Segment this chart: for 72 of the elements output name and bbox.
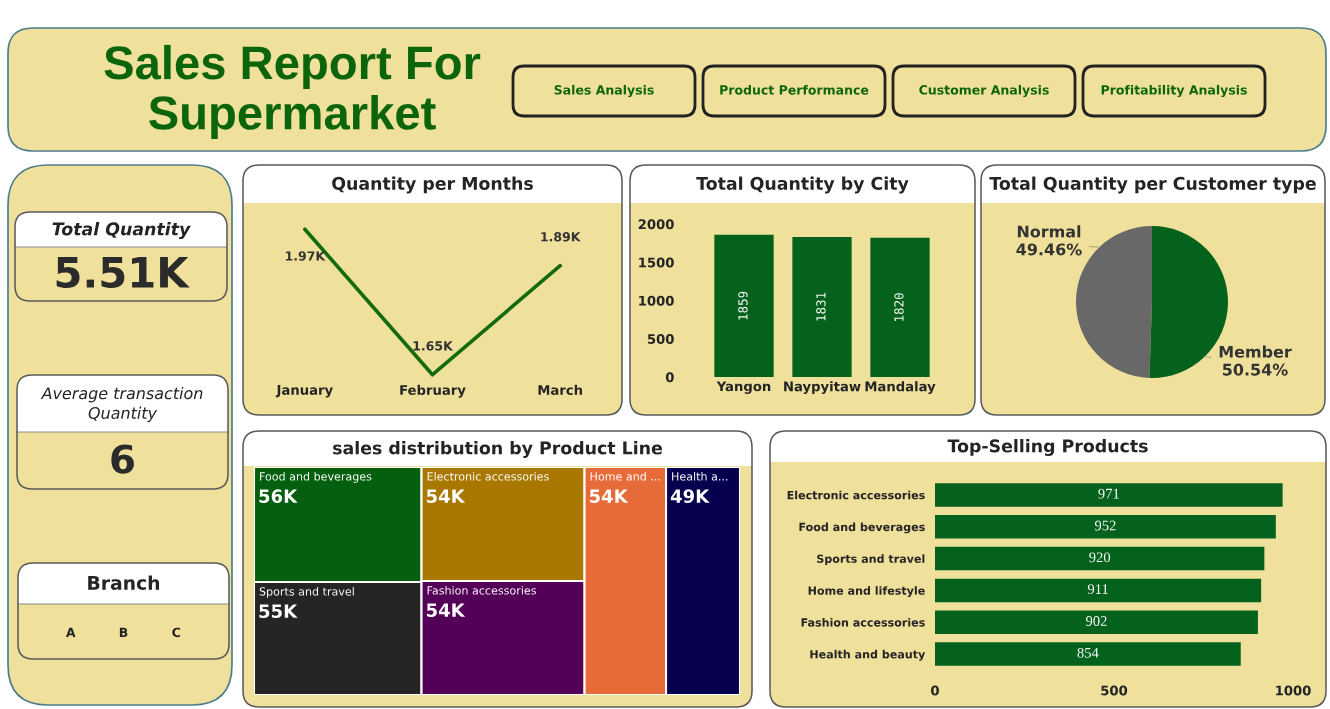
data-label: 54K bbox=[426, 603, 466, 617]
x-tick-label: Yangon bbox=[716, 381, 771, 394]
data-label: 54K bbox=[426, 489, 466, 503]
data-label: 50.54% bbox=[1222, 363, 1288, 376]
data-label: 902 bbox=[1085, 616, 1107, 626]
category-label: B bbox=[119, 627, 128, 637]
x-tick-label: January bbox=[275, 385, 333, 398]
category-label: Electronic accessories bbox=[427, 472, 549, 481]
category-label: A bbox=[65, 627, 76, 637]
y-tick-label: Health and beauty bbox=[810, 649, 926, 661]
text: Product Performance bbox=[720, 84, 869, 95]
text: Average transaction Quantity bbox=[40, 386, 203, 423]
text: Branch bbox=[88, 575, 160, 590]
chart-title: Top-Selling Products bbox=[947, 439, 1148, 456]
y-tick-label: Food and beverages bbox=[799, 522, 925, 534]
category-label: C bbox=[172, 627, 181, 638]
text: Sales Report For Supermarket bbox=[104, 44, 481, 140]
y-tick-label: 1500 bbox=[639, 257, 674, 268]
bar bbox=[935, 483, 1283, 507]
text: Profitability Analysis bbox=[1101, 84, 1247, 98]
slice-label: Normal bbox=[1017, 225, 1081, 238]
text: 5.51K bbox=[56, 257, 190, 289]
text: Total Quantity bbox=[52, 222, 191, 239]
y-tick-label: Fashion accessories bbox=[801, 618, 925, 627]
x-tick-label: February bbox=[400, 384, 466, 398]
text: Sales Analysis bbox=[554, 84, 654, 98]
text: Customer Analysis bbox=[919, 84, 1049, 98]
text: sales distribution by Product Line bbox=[333, 441, 662, 458]
data-label: 952 bbox=[1094, 520, 1116, 531]
y-tick-label: 1000 bbox=[639, 295, 674, 306]
data-label: 1.65K bbox=[413, 341, 454, 351]
x-tick-label: March bbox=[538, 384, 583, 395]
data-label: 55K bbox=[259, 604, 298, 618]
chart-title: Total Quantity per Customer type bbox=[989, 176, 1316, 194]
y-tick-label: 0 bbox=[665, 372, 674, 383]
data-label: 911 bbox=[1087, 584, 1108, 595]
chart-title: Total Quantity by City bbox=[696, 176, 909, 194]
data-label: 49.46% bbox=[1016, 243, 1082, 256]
category-label: Fashion accessories bbox=[427, 586, 536, 595]
x-tick-label: 1000 bbox=[1276, 685, 1311, 696]
category-label: Food and beverages bbox=[260, 472, 372, 483]
y-tick-label: 500 bbox=[647, 333, 674, 344]
text: 6 bbox=[111, 444, 134, 474]
data-label: 1831 bbox=[816, 292, 826, 321]
data-label: 49K bbox=[670, 489, 710, 503]
bar bbox=[935, 514, 1276, 539]
category-label: Health a... bbox=[672, 472, 728, 481]
data-label: 1859 bbox=[738, 291, 748, 320]
category-label: Home and ... bbox=[590, 472, 660, 481]
x-tick-label: 0 bbox=[931, 685, 939, 696]
data-label: 920 bbox=[1089, 552, 1111, 563]
data-label: 56K bbox=[259, 489, 298, 503]
data-label: 1.89K bbox=[541, 232, 581, 242]
y-tick-label: Sports and travel bbox=[817, 554, 925, 566]
data-label: 854 bbox=[1077, 647, 1099, 658]
x-tick-label: Mandalay bbox=[865, 381, 936, 395]
data-label: 1820 bbox=[894, 293, 904, 321]
data-label: 971 bbox=[1098, 488, 1119, 499]
bar bbox=[935, 578, 1262, 603]
category-label: Sports and travel bbox=[259, 587, 354, 598]
chart-title: Quantity per Months bbox=[332, 176, 533, 194]
x-tick-label: 500 bbox=[1101, 685, 1128, 696]
data-label: 1.97K bbox=[285, 251, 326, 261]
slice-label: Member bbox=[1219, 345, 1292, 358]
bar bbox=[935, 546, 1265, 571]
y-tick-label: Electronic accessories bbox=[787, 490, 925, 500]
x-tick-label: Naypyitaw bbox=[784, 381, 861, 395]
data-label: 54K bbox=[589, 489, 629, 503]
bar bbox=[935, 642, 1241, 666]
y-tick-label: Home and lifestyle bbox=[808, 586, 925, 598]
y-tick-label: 2000 bbox=[638, 219, 674, 230]
bar bbox=[935, 610, 1258, 635]
